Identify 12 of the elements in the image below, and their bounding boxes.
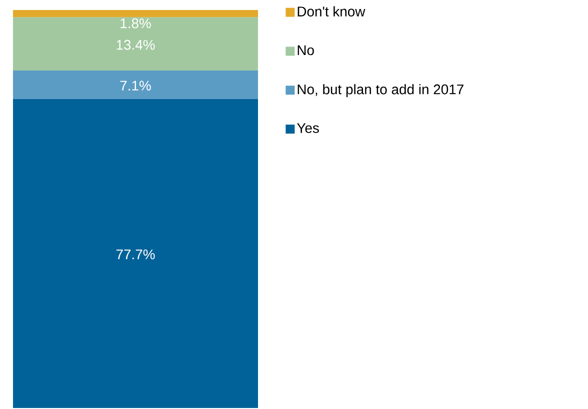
- legend-label: Don't know: [298, 6, 366, 16]
- bar: [13, 10, 258, 18]
- data-label: 7.1%: [120, 80, 151, 90]
- data-label: 13.4%: [116, 40, 155, 50]
- bar: [13, 17, 258, 70]
- bar: [13, 98, 258, 408]
- data-label: 77.7%: [116, 249, 155, 260]
- legend-label: No, but plan to add in 2017: [298, 84, 464, 98]
- data-label: 1.8%: [120, 18, 151, 28]
- legend-label: Yes: [296, 123, 319, 133]
- legend-label: No: [298, 45, 314, 56]
- bar: [13, 70, 258, 99]
